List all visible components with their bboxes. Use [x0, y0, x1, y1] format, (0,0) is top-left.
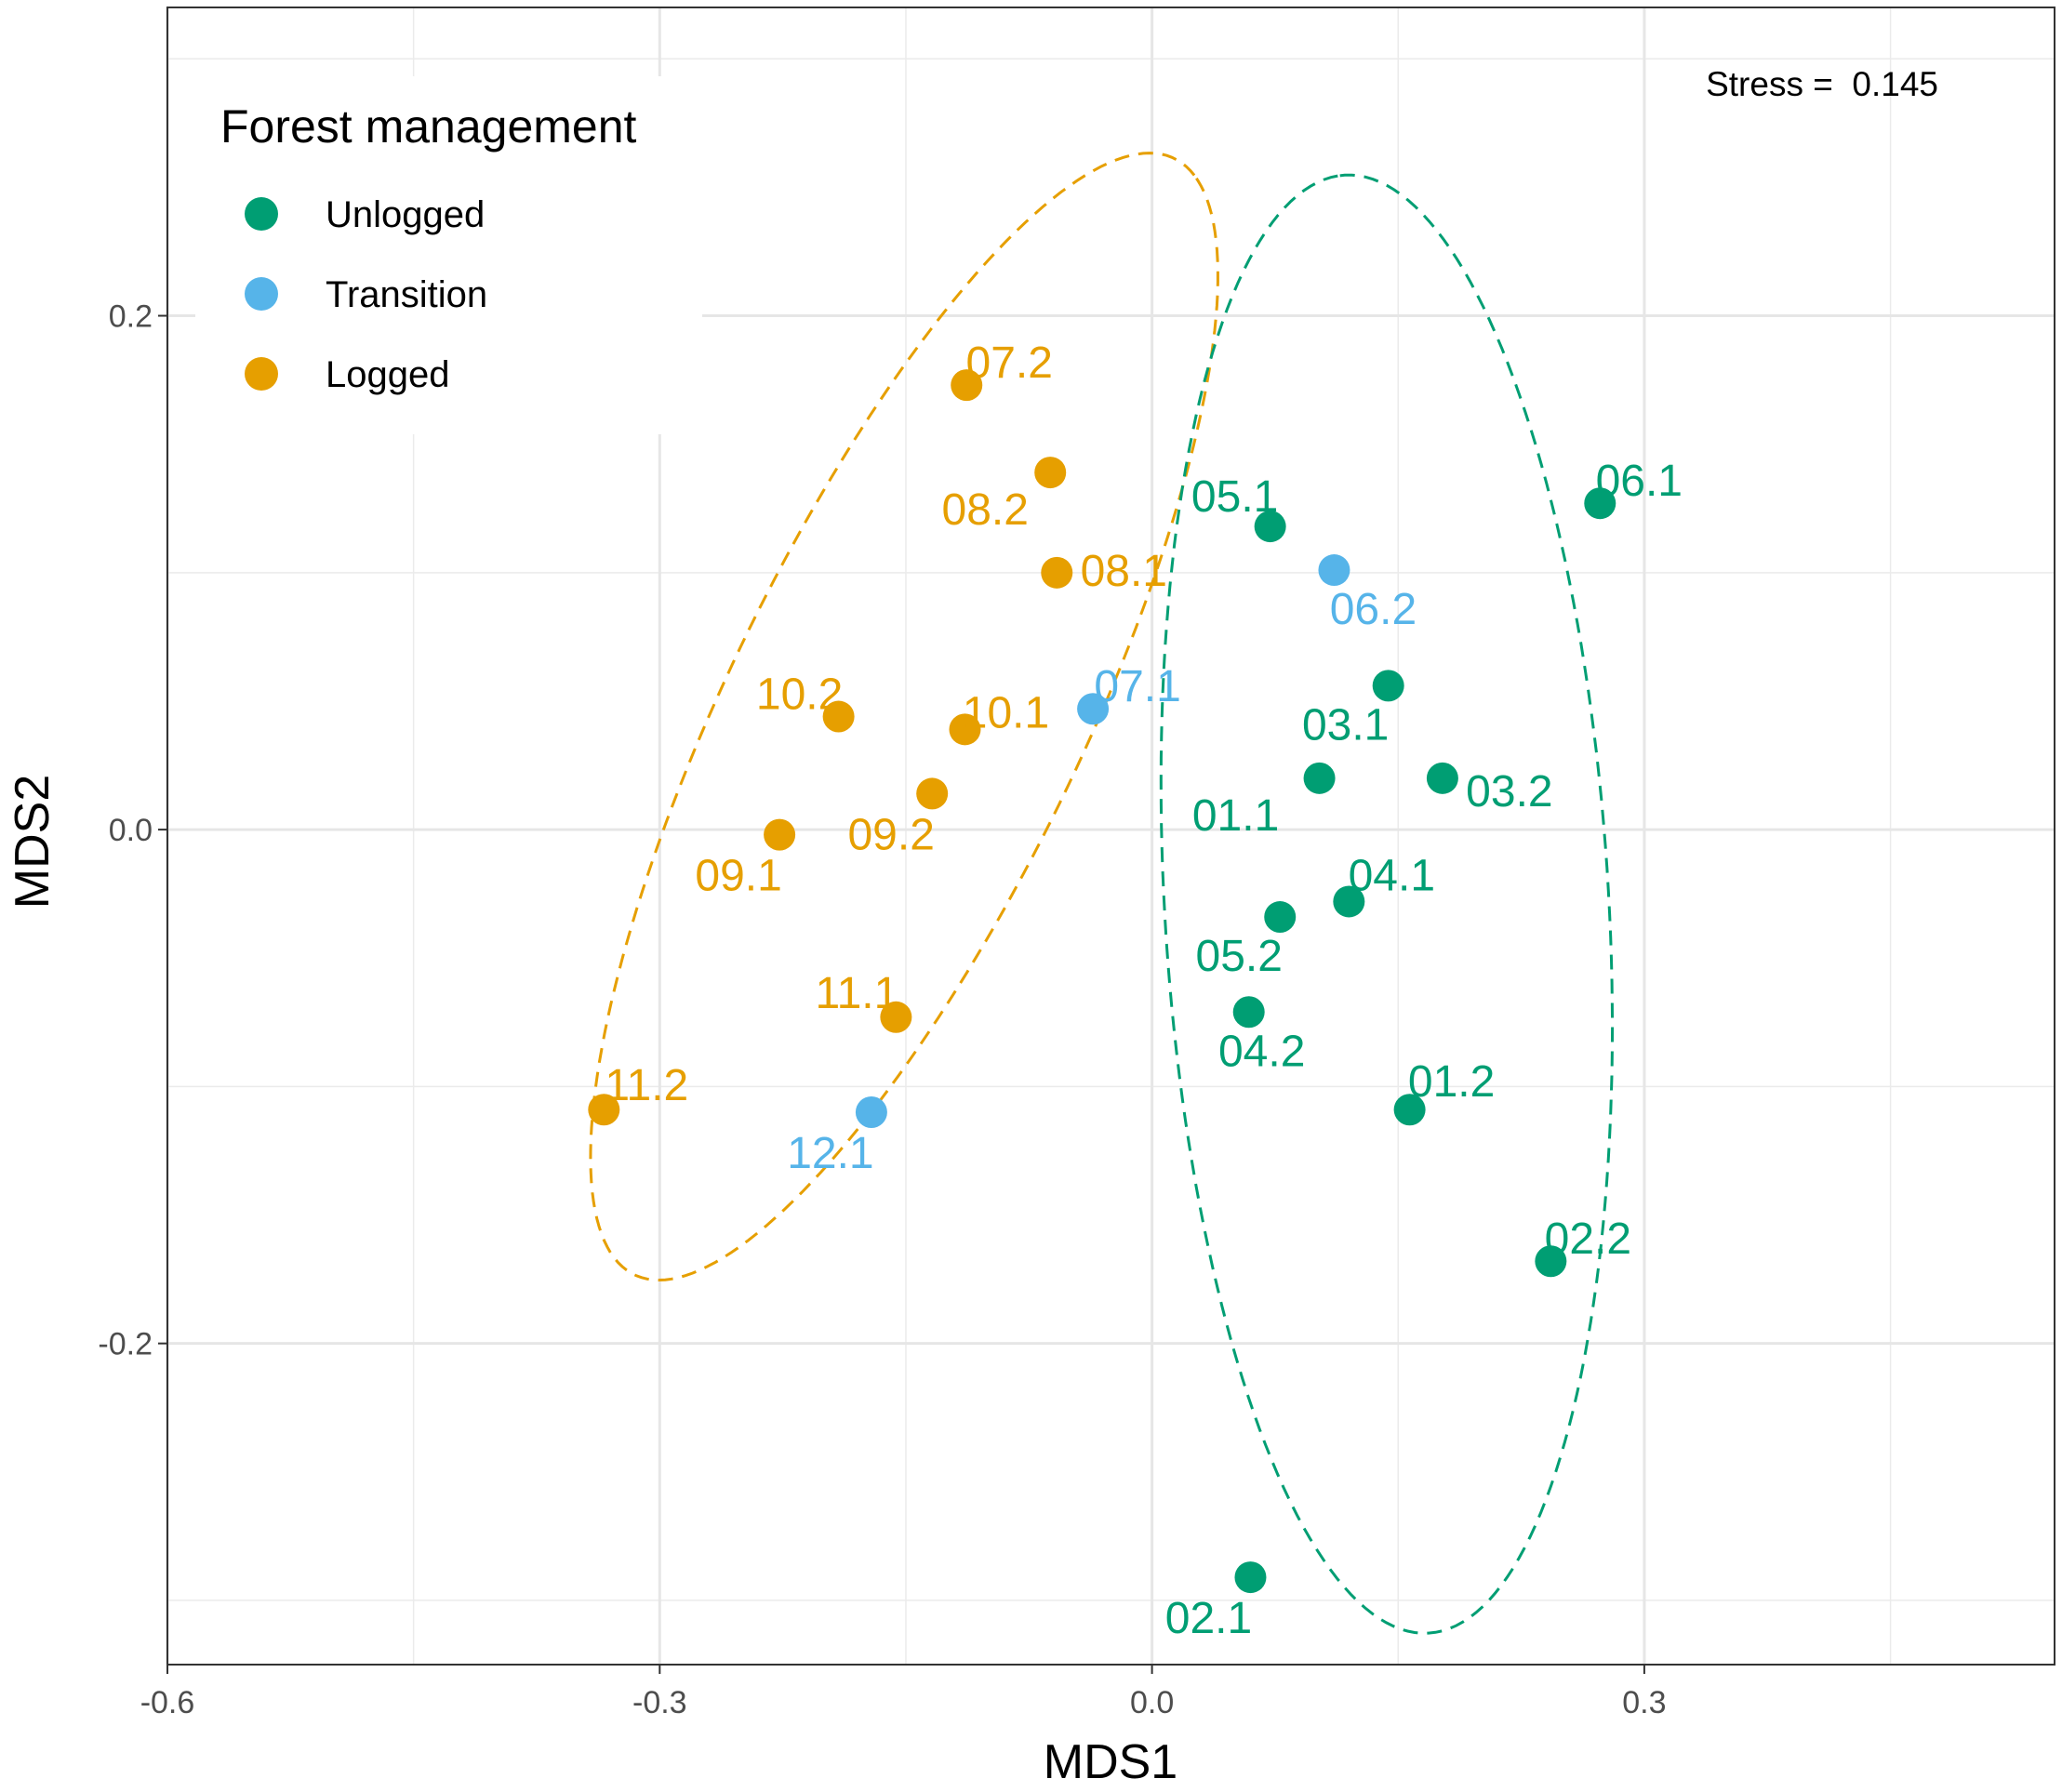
point-label: 10.1 [963, 688, 1049, 737]
x-tick-label: 0.3 [1622, 1685, 1666, 1720]
point-unlogged [1393, 1094, 1426, 1126]
stress-annotation: Stress = 0.145 [1706, 65, 1938, 103]
point-labels: 01.1 01.2 02.1 02.2 03.1 03.2 04.1 04.2 05.1 05.2… [605, 338, 1683, 1643]
x-axis-title: MDS1 [1044, 1735, 1177, 1787]
point-unlogged [1264, 901, 1297, 934]
point-label: 06.1 [1596, 457, 1683, 506]
legend: Forest management Unlogged Transition Lo… [195, 76, 702, 434]
data-points [588, 369, 1616, 1594]
grid-minor [167, 7, 2055, 1665]
point-logged [1034, 457, 1067, 489]
point-logged [822, 700, 855, 733]
x-tick-label: -0.3 [632, 1685, 687, 1720]
point-label: 03.2 [1466, 767, 1552, 816]
point-unlogged [1303, 762, 1336, 794]
point-unlogged [1254, 511, 1286, 543]
legend-background [195, 76, 702, 434]
x-tick-label: -0.6 [140, 1685, 195, 1720]
point-label: 09.2 [847, 810, 934, 859]
point-logged [916, 777, 949, 810]
point-label: 05.2 [1196, 932, 1283, 981]
point-label: 01.1 [1192, 791, 1279, 841]
legend-title: Forest management [220, 100, 637, 153]
y-tick-label: 0.0 [109, 813, 153, 848]
point-logged [588, 1094, 620, 1126]
legend-label-transition: Transition [326, 274, 487, 315]
point-unlogged [1234, 1561, 1267, 1594]
point-unlogged [1333, 885, 1365, 918]
y-axis-title: MDS2 [6, 775, 60, 909]
point-label: 01.2 [1408, 1057, 1495, 1107]
point-unlogged [1426, 762, 1458, 794]
point-label: 07.1 [1094, 662, 1180, 711]
confidence-ellipses [589, 152, 1615, 1635]
point-label: 11.1 [815, 969, 898, 1018]
point-label: 03.1 [1302, 700, 1389, 750]
ellipse-unlogged [1159, 173, 1615, 1635]
legend-label-unlogged: Unlogged [326, 194, 485, 235]
point-label: 02.1 [1165, 1594, 1252, 1643]
point-label: 06.2 [1330, 585, 1417, 634]
point-unlogged [1584, 487, 1616, 520]
point-transition [1077, 693, 1110, 725]
y-tick-label: 0.2 [109, 299, 153, 335]
point-label: 11.2 [605, 1061, 688, 1110]
point-logged [951, 369, 983, 402]
point-label: 02.2 [1545, 1215, 1631, 1264]
point-label: 09.1 [695, 852, 781, 901]
axes: -0.6 -0.3 0.0 0.3 -0.2 0.0 0.2 [98, 299, 1666, 1720]
point-unlogged [1535, 1245, 1567, 1278]
point-logged [949, 713, 981, 746]
legend-key-transition [245, 277, 278, 311]
y-tick-label: -0.2 [98, 1327, 153, 1362]
point-unlogged [1372, 670, 1404, 702]
x-tick-label: 0.0 [1130, 1685, 1174, 1720]
point-label: 04.2 [1218, 1027, 1305, 1076]
point-unlogged [1232, 996, 1265, 1029]
legend-key-unlogged [245, 197, 278, 231]
point-logged [880, 1001, 912, 1033]
point-label: 04.1 [1349, 851, 1435, 900]
point-logged [764, 818, 796, 851]
point-logged [1041, 556, 1073, 589]
point-transition [1318, 554, 1350, 587]
point-label: 12.1 [787, 1129, 873, 1178]
legend-label-logged: Logged [326, 354, 449, 395]
point-label: 08.1 [1081, 547, 1167, 596]
legend-key-logged [245, 357, 278, 391]
point-label: 10.2 [756, 670, 843, 720]
plot-border [166, 7, 2055, 1666]
point-transition [855, 1096, 887, 1128]
point-label: 07.2 [966, 338, 1053, 388]
point-label: 08.2 [942, 485, 1029, 535]
ellipse-logged [589, 152, 1219, 1282]
point-label: 05.1 [1191, 472, 1278, 522]
